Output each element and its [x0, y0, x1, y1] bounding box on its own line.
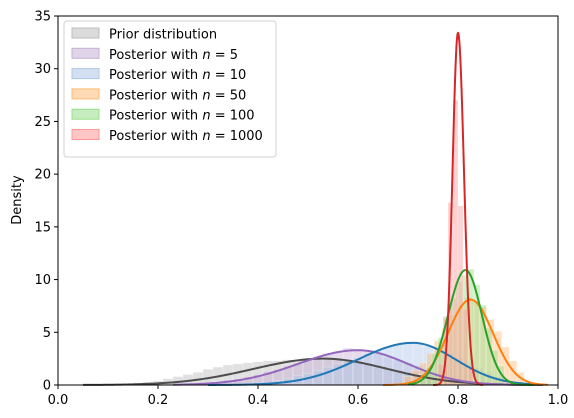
histogram-bar: [362, 353, 374, 386]
legend-item: Posterior with n = 100: [71, 108, 255, 124]
x-tick-label: 0.2: [148, 393, 169, 408]
y-axis-label: Density: [10, 175, 25, 225]
y-axis: 0 5 10 15 20 25 30 35: [34, 10, 58, 394]
legend-swatch: [71, 68, 100, 80]
plot-frame: [57, 15, 559, 386]
x-tick-label: 0.0: [48, 393, 69, 408]
density-curve-posterior-with-n-10: [208, 341, 544, 386]
y-tick-label: 0: [43, 379, 51, 394]
histogram-bar: [312, 370, 324, 386]
x-tick-label: 0.4: [248, 393, 269, 408]
legend-item: Posterior with n = 1000: [71, 129, 263, 144]
y-tick-label: 15: [34, 220, 51, 235]
legend-box: [63, 20, 277, 158]
x-tick-label: 0.8: [448, 393, 469, 408]
x-tick-label: 1.0: [548, 393, 569, 408]
legend-item: Posterior with n = 5: [71, 47, 238, 63]
density-curve-posterior-with-n-5: [172, 349, 524, 386]
density-curve-posterior-with-n-50: [382, 298, 549, 386]
histogram-bar: [322, 366, 334, 386]
histogram-bar: [392, 343, 404, 386]
legend-item: Posterior with n = 10: [71, 68, 246, 83]
y-tick-label: 20: [34, 168, 51, 183]
legend-swatch: [71, 27, 100, 39]
legend-swatch: [71, 88, 100, 100]
histogram-bar: [462, 308, 469, 386]
y-tick-label: 5: [43, 326, 51, 341]
density-curve-posterior-with-n-100: [407, 269, 534, 386]
histogram-bar: [382, 346, 394, 386]
legend-swatch: [71, 108, 100, 120]
y-tick-label: 25: [34, 115, 51, 130]
legend-swatch: [71, 129, 100, 140]
density-curves-layer: [82, 31, 549, 386]
legend-item: Prior distribution: [71, 27, 217, 43]
legend-swatch: [71, 47, 100, 59]
legend-label: Posterior with n = 1000: [109, 129, 263, 144]
y-tick-label: 10: [34, 273, 51, 288]
y-tick-label: 30: [34, 62, 51, 77]
x-tick-label: 0.6: [348, 393, 369, 408]
legend-label: Posterior with n = 50: [109, 88, 246, 103]
legend-label: Prior distribution: [109, 28, 217, 43]
histogram-bar: [457, 205, 464, 386]
density-curve-posterior-with-n-1000: [432, 31, 484, 386]
legend-label: Posterior with n = 5: [109, 48, 238, 63]
legend-label: Posterior with n = 10: [109, 68, 246, 83]
x-axis: 0.0 0.2 0.4 0.6 0.8 1.0: [48, 385, 569, 408]
legend-item: Posterior with n = 50: [71, 88, 246, 103]
legend-label: Posterior with n = 100: [109, 109, 255, 124]
legend: Prior distribution Posterior with n = 5 Po…: [63, 20, 277, 158]
y-tick-label: 35: [34, 10, 51, 25]
